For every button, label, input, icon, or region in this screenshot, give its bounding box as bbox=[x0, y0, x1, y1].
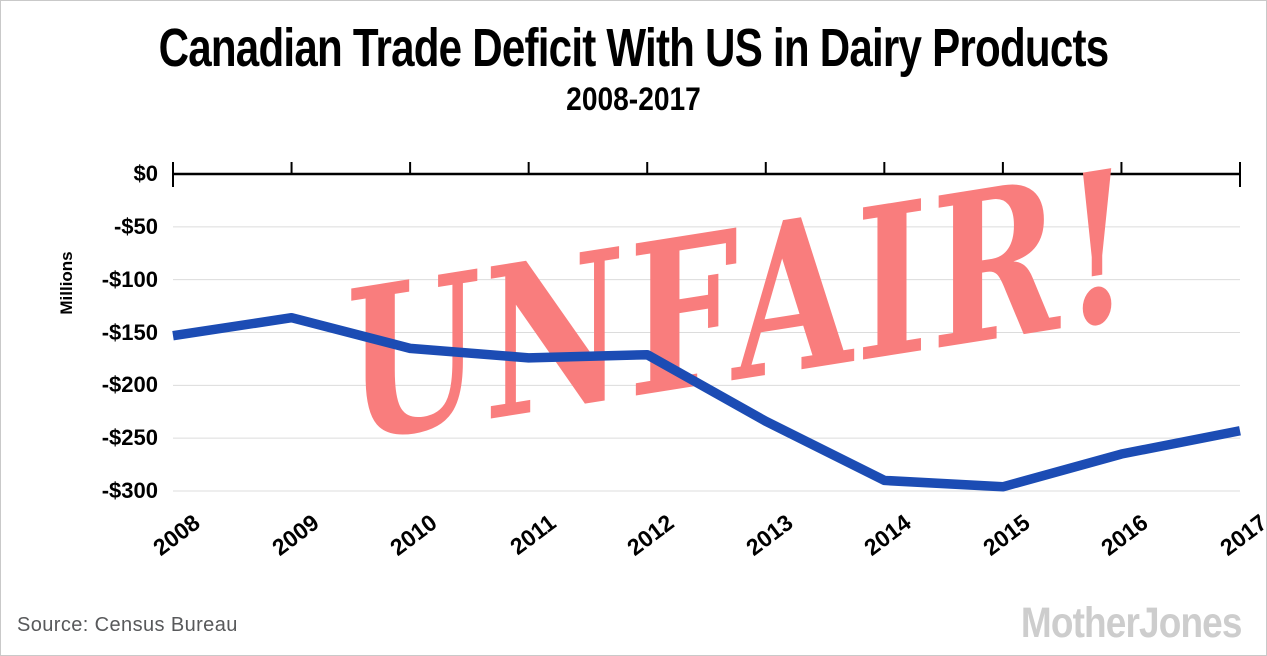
y-tick-label: -$150 bbox=[101, 319, 158, 345]
chart-title: Canadian Trade Deficit With US in Dairy … bbox=[158, 18, 1110, 78]
mother-jones-logo: MotherJones bbox=[1021, 599, 1243, 647]
y-tick-label: -$300 bbox=[101, 478, 158, 503]
y-tick-label: -$250 bbox=[101, 425, 158, 451]
y-tick-label: $0 bbox=[133, 161, 158, 186]
y-tick-label: -$200 bbox=[101, 372, 158, 398]
y-tick-label: -$50 bbox=[113, 213, 158, 239]
trade-deficit-line bbox=[172, 312, 1241, 492]
source-caption: Source: Census Bureau bbox=[17, 614, 238, 636]
y-tick-label: -$100 bbox=[101, 266, 158, 292]
chart-subtitle: 2008-2017 bbox=[566, 81, 701, 117]
